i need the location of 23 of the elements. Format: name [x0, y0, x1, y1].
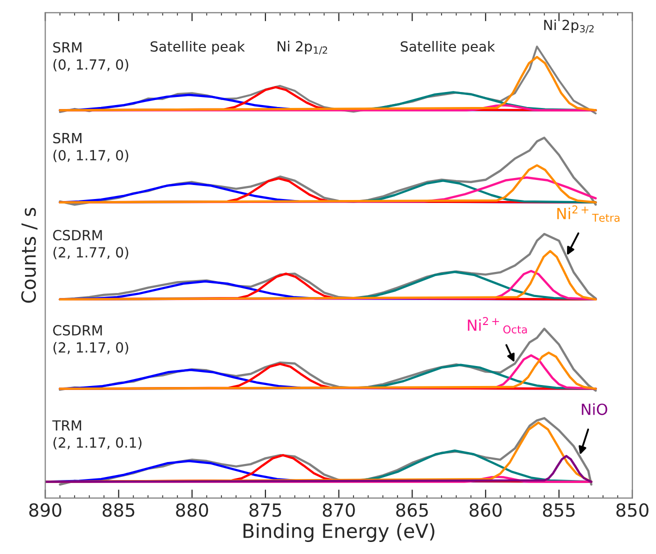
x-tick-label: 860 — [470, 503, 502, 517]
x-tick-label: 885 — [102, 503, 134, 517]
annotation: CSDRM (2, 1.77, 0) — [53, 230, 128, 260]
annotation: CSDRM (2, 1.17, 0) — [53, 325, 128, 354]
annotation: Ni 2p$_{1/2}$ — [278, 40, 328, 55]
x-axis-title: Binding Energy (eV) — [244, 523, 434, 542]
x-tick-label: 870 — [322, 503, 355, 517]
annotation: Ni$^{2+}$$_{Tetra}$ — [557, 205, 620, 222]
x-tick-label: 880 — [176, 503, 208, 517]
x-tick-label: 855 — [542, 503, 575, 517]
annotation: Satellite peak — [150, 40, 245, 54]
y-axis-title: Counts / s — [21, 208, 38, 303]
x-tick-label: 850 — [616, 503, 648, 517]
text: Ni 2p$_{3/2}$ — [544, 19, 594, 34]
annotation: SRM (0, 1.17, 0) — [53, 132, 128, 162]
annotation: SRM (0, 1.77, 0) — [53, 42, 128, 72]
x-tick-label: 875 — [249, 503, 282, 517]
x-tick-label: 890 — [29, 503, 62, 517]
annotation: TRM (2, 1.17, 0.1) — [52, 420, 142, 450]
annotation: Ni$^{2+}$$_{Octa}$ — [468, 317, 527, 334]
x-tick-label: 865 — [396, 503, 428, 517]
annotation: NiO — [582, 403, 608, 416]
annotation: Satellite peak — [400, 40, 496, 54]
